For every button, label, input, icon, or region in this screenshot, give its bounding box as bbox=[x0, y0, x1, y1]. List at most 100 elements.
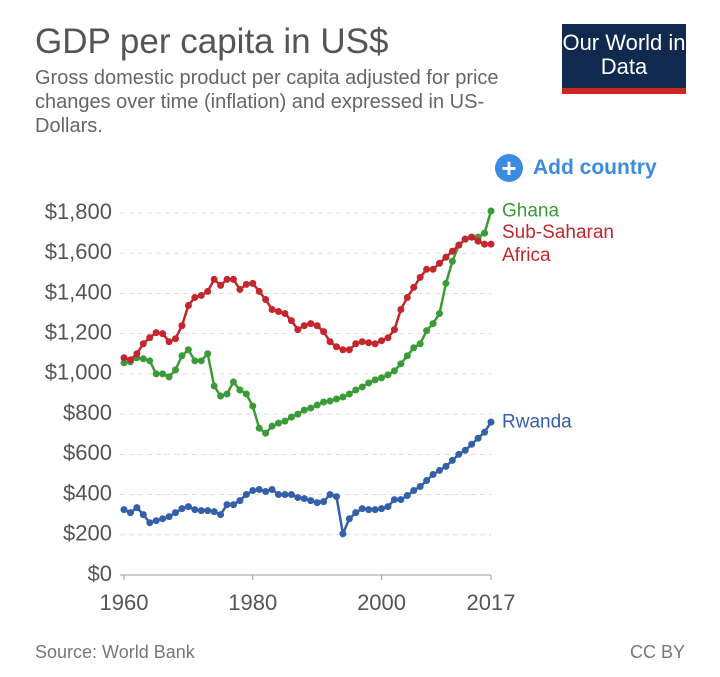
data-point bbox=[320, 498, 328, 506]
data-point bbox=[229, 378, 237, 386]
data-point bbox=[242, 390, 250, 398]
data-point bbox=[423, 265, 431, 273]
data-point bbox=[281, 310, 289, 318]
data-point bbox=[139, 511, 147, 519]
data-point bbox=[139, 355, 147, 363]
data-point bbox=[410, 487, 418, 495]
data-point bbox=[448, 257, 456, 265]
y-tick-label: $1,600 bbox=[45, 239, 112, 264]
data-point bbox=[172, 509, 180, 517]
data-point bbox=[223, 501, 231, 509]
data-point bbox=[165, 513, 173, 521]
data-point bbox=[352, 386, 360, 394]
data-point bbox=[275, 491, 283, 499]
data-point bbox=[481, 240, 489, 248]
data-point bbox=[332, 493, 340, 501]
x-tick-label: 2017 bbox=[467, 590, 516, 615]
data-point bbox=[204, 350, 212, 358]
data-point bbox=[184, 503, 192, 511]
data-point bbox=[217, 511, 225, 519]
data-point bbox=[275, 419, 283, 427]
data-point bbox=[390, 367, 398, 375]
data-point bbox=[339, 530, 347, 538]
data-point bbox=[294, 410, 302, 418]
license[interactable]: CC BY bbox=[629, 642, 685, 662]
data-point bbox=[210, 508, 218, 516]
data-point bbox=[178, 322, 186, 330]
data-point bbox=[159, 330, 167, 338]
data-point bbox=[152, 517, 160, 525]
series-label: Ghana bbox=[502, 200, 560, 222]
data-point bbox=[249, 279, 257, 287]
chart-subtitle: Gross domestic product per capita adjust… bbox=[35, 67, 499, 137]
data-point bbox=[146, 357, 154, 365]
add-country-button[interactable]: + Add country bbox=[495, 153, 657, 183]
data-point bbox=[191, 357, 199, 365]
y-tick-label: $200 bbox=[63, 521, 112, 546]
data-point bbox=[287, 413, 295, 421]
data-point bbox=[384, 371, 392, 379]
data-point bbox=[397, 306, 405, 314]
data-point bbox=[326, 397, 334, 405]
data-point bbox=[429, 470, 437, 478]
data-point bbox=[300, 322, 308, 330]
data-point bbox=[403, 352, 411, 360]
data-point bbox=[262, 429, 270, 437]
data-point bbox=[352, 509, 360, 517]
y-tick-label: $600 bbox=[63, 440, 112, 465]
data-point bbox=[294, 494, 302, 502]
data-point bbox=[210, 275, 218, 283]
data-point bbox=[416, 340, 424, 348]
data-point bbox=[126, 356, 134, 364]
data-point bbox=[365, 339, 373, 347]
data-point bbox=[204, 287, 212, 295]
data-point bbox=[229, 275, 237, 283]
data-point bbox=[236, 497, 244, 505]
data-point bbox=[429, 265, 437, 273]
data-point bbox=[487, 207, 495, 215]
data-point bbox=[287, 317, 295, 325]
data-point bbox=[236, 386, 244, 394]
data-point bbox=[159, 370, 167, 378]
data-point bbox=[455, 450, 463, 458]
data-point bbox=[294, 326, 302, 334]
series-label: Sub-Saharan Africa bbox=[502, 222, 614, 267]
data-point bbox=[378, 374, 386, 382]
x-tick-label: 2000 bbox=[357, 590, 406, 615]
data-point bbox=[184, 346, 192, 354]
data-point bbox=[268, 422, 276, 430]
data-point bbox=[133, 504, 141, 512]
logo[interactable]: Our World in Data bbox=[562, 24, 686, 94]
data-point bbox=[332, 343, 340, 351]
data-point bbox=[307, 497, 315, 505]
data-point bbox=[345, 346, 353, 354]
data-point bbox=[249, 402, 257, 410]
data-point bbox=[320, 398, 328, 406]
data-point bbox=[287, 491, 295, 499]
data-point bbox=[468, 440, 476, 448]
data-point bbox=[178, 505, 186, 513]
data-point bbox=[204, 507, 212, 515]
data-point bbox=[255, 287, 263, 295]
data-point bbox=[210, 382, 218, 390]
data-point bbox=[146, 334, 154, 342]
data-point bbox=[326, 338, 334, 346]
data-point bbox=[410, 283, 418, 291]
x-tick-label: 1960 bbox=[100, 590, 149, 615]
data-point bbox=[133, 350, 141, 358]
data-point bbox=[191, 506, 199, 514]
data-point bbox=[120, 359, 128, 367]
data-point bbox=[358, 338, 366, 346]
data-point bbox=[461, 235, 469, 243]
data-point bbox=[345, 515, 353, 523]
data-point bbox=[481, 229, 489, 237]
data-point bbox=[384, 334, 392, 342]
data-point bbox=[435, 466, 443, 474]
data-point bbox=[442, 253, 450, 261]
y-tick-label: $800 bbox=[63, 400, 112, 425]
data-point bbox=[371, 506, 379, 514]
data-point bbox=[307, 404, 315, 412]
data-point bbox=[165, 373, 173, 381]
data-point bbox=[120, 506, 128, 514]
data-point bbox=[416, 483, 424, 491]
